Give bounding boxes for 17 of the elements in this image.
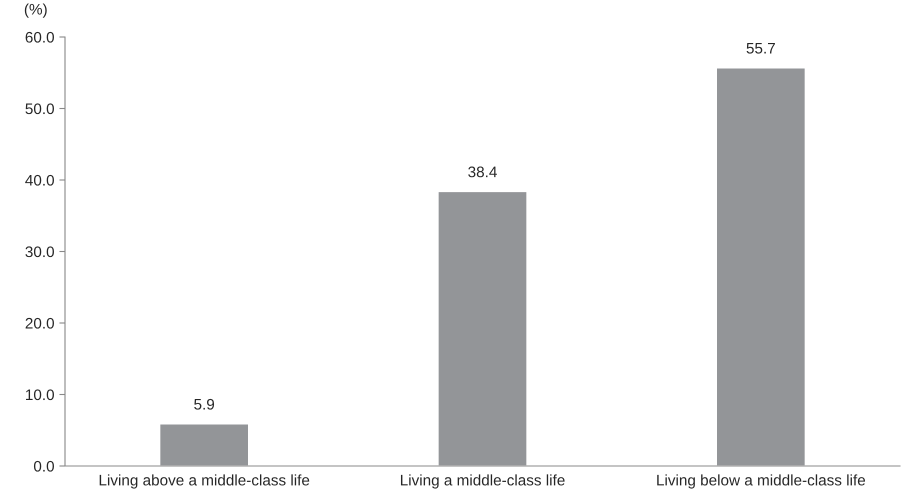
y-tick-label: 30.0 bbox=[25, 246, 54, 258]
data-label: 38.4 bbox=[468, 166, 497, 178]
x-tick-label: Living below a middle-class life bbox=[657, 474, 866, 489]
data-label: 5.9 bbox=[194, 398, 214, 410]
data-label: 55.7 bbox=[746, 42, 775, 54]
x-tick-label: Living a middle-class life bbox=[400, 474, 565, 489]
y-tick-label: 50.0 bbox=[25, 103, 54, 114]
y-tick-label: 40.0 bbox=[25, 174, 54, 186]
y-tick-label: 60.0 bbox=[26, 32, 54, 43]
y-axis-title: (%) bbox=[24, 3, 47, 18]
y-tick-label: 20.0 bbox=[26, 318, 54, 329]
bar bbox=[716, 67, 806, 466]
bar bbox=[158, 423, 250, 466]
bar bbox=[437, 190, 528, 466]
x-tick-label: Living above a middle-class life bbox=[100, 474, 310, 489]
y-tick-label: 10.0 bbox=[26, 389, 54, 400]
y-tick-label: 0.0 bbox=[34, 460, 54, 472]
